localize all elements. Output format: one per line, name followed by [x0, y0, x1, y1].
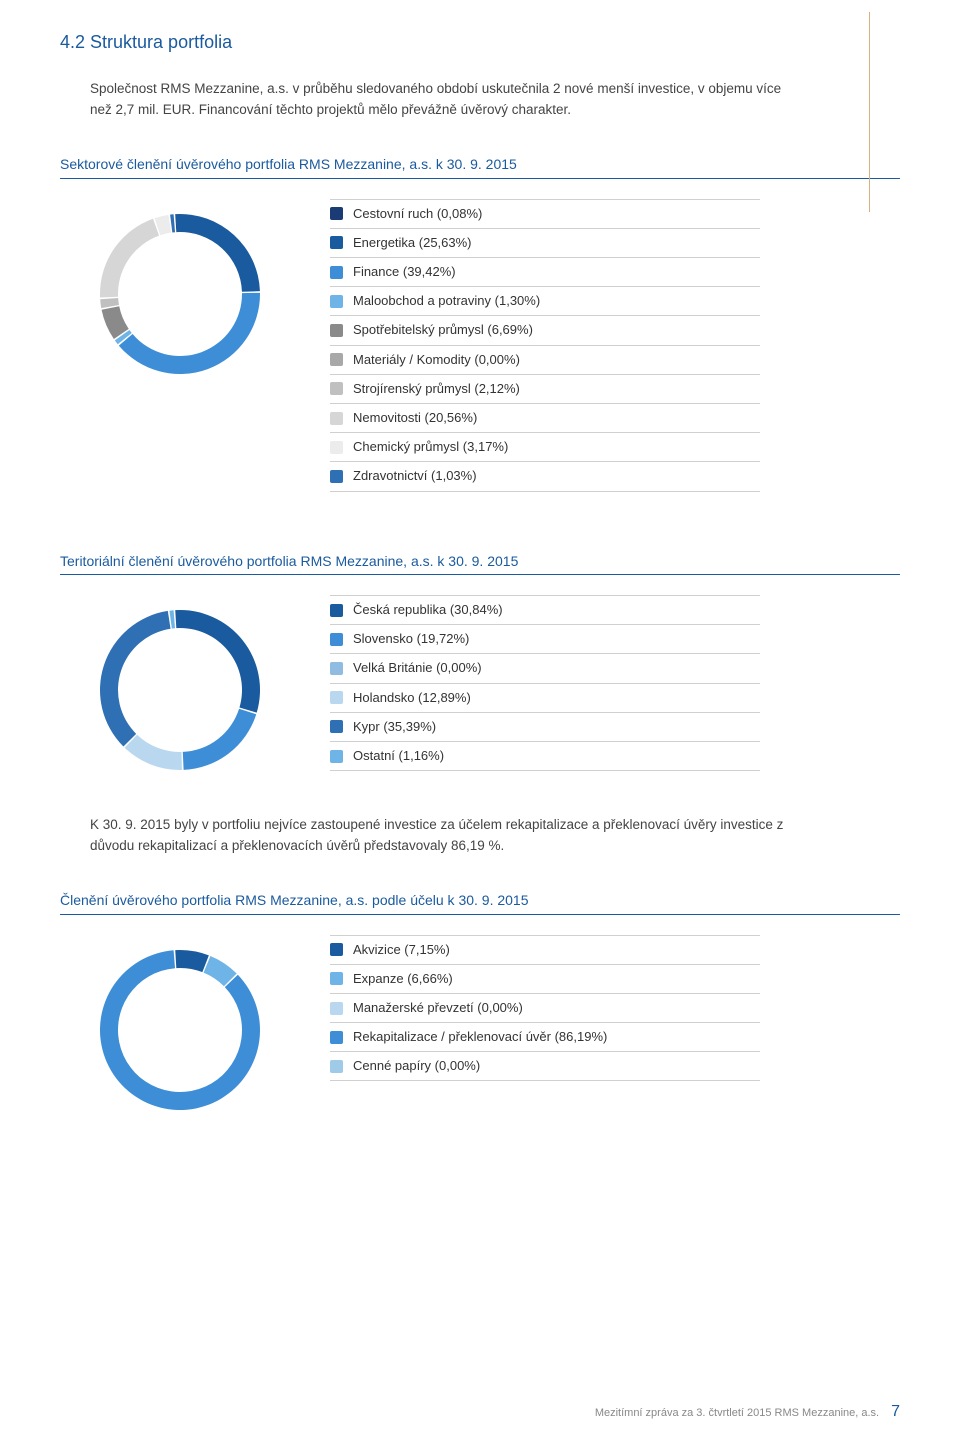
side-rule: [869, 12, 870, 212]
legend-row: Cestovní ruch (0,08%): [330, 199, 760, 229]
legend-swatch: [330, 382, 343, 395]
legend-row: Strojírenský průmysl (2,12%): [330, 375, 760, 404]
legend-row: Zdravotnictví (1,03%): [330, 462, 760, 491]
mid-paragraph: K 30. 9. 2015 byly v portfoliu nejvíce z…: [90, 815, 800, 857]
donut-slice: [100, 218, 159, 297]
legend-row: Energetika (25,63%): [330, 229, 760, 258]
legend-swatch: [330, 972, 343, 985]
territory-donut-chart: [95, 605, 265, 775]
legend-row: Chemický průmysl (3,17%): [330, 433, 760, 462]
legend-label: Expanze (6,66%): [353, 970, 453, 988]
legend-label: Rekapitalizace / překlenovací úvěr (86,1…: [353, 1028, 607, 1046]
territory-legend: Česká republika (30,84%) Slovensko (19,72…: [330, 595, 760, 771]
legend-label: Strojírenský průmysl (2,12%): [353, 380, 520, 398]
legend-swatch: [330, 324, 343, 337]
legend-swatch: [330, 1031, 343, 1044]
sector-heading: Sektorové členění úvěrového portfolia RM…: [60, 155, 900, 179]
donut-slice: [119, 292, 260, 373]
legend-row: Holandsko (12,89%): [330, 684, 760, 713]
legend-swatch: [330, 943, 343, 956]
legend-swatch: [330, 236, 343, 249]
donut-slice: [175, 950, 209, 972]
legend-swatch: [330, 353, 343, 366]
legend-row: Spotřebitelský průmysl (6,69%): [330, 316, 760, 345]
donut-slice: [125, 735, 182, 770]
legend-swatch: [330, 207, 343, 220]
legend-row: Expanze (6,66%): [330, 965, 760, 994]
donut-slice: [170, 214, 175, 232]
legend-swatch: [330, 720, 343, 733]
territory-chart-block: Česká republika (30,84%) Slovensko (19,72…: [60, 595, 900, 775]
sector-chart-block: Cestovní ruch (0,08%) Energetika (25,63%)…: [60, 199, 900, 492]
intro-paragraph: Společnost RMS Mezzanine, a.s. v průběhu…: [90, 79, 800, 121]
purpose-legend: Akvizice (7,15%) Expanze (6,66%) Manažersk…: [330, 935, 760, 1082]
legend-swatch: [330, 1060, 343, 1073]
sector-donut-chart: [95, 209, 265, 379]
legend-row: Maloobchod a potraviny (1,30%): [330, 287, 760, 316]
legend-label: Maloobchod a potraviny (1,30%): [353, 292, 540, 310]
legend-label: Spotřebitelský průmysl (6,69%): [353, 321, 533, 339]
donut-slice: [183, 709, 256, 770]
legend-label: Zdravotnictví (1,03%): [353, 467, 477, 485]
legend-row: Nemovitosti (20,56%): [330, 404, 760, 433]
purpose-chart-block: Akvizice (7,15%) Expanze (6,66%) Manažersk…: [60, 935, 900, 1115]
legend-row: Ostatní (1,16%): [330, 742, 760, 771]
territory-donut-wrap: [90, 595, 270, 775]
section-title: 4.2 Struktura portfolia: [60, 30, 900, 55]
legend-swatch: [330, 750, 343, 763]
legend-label: Nemovitosti (20,56%): [353, 409, 477, 427]
legend-label: Velká Británie (0,00%): [353, 659, 482, 677]
page-number: 7: [891, 1401, 900, 1423]
legend-row: Rekapitalizace / překlenovací úvěr (86,1…: [330, 1023, 760, 1052]
donut-slice: [100, 611, 171, 747]
legend-row: Manažerské převzetí (0,00%): [330, 994, 760, 1023]
legend-row: Česká republika (30,84%): [330, 595, 760, 625]
legend-label: Akvizice (7,15%): [353, 941, 450, 959]
legend-row: Akvizice (7,15%): [330, 935, 760, 965]
legend-swatch: [330, 412, 343, 425]
legend-swatch: [330, 691, 343, 704]
legend-row: Velká Británie (0,00%): [330, 654, 760, 683]
legend-row: Kypr (35,39%): [330, 713, 760, 742]
sector-donut-wrap: [90, 199, 270, 379]
purpose-donut-wrap: [90, 935, 270, 1115]
legend-row: Finance (39,42%): [330, 258, 760, 287]
legend-label: Česká republika (30,84%): [353, 601, 503, 619]
legend-swatch: [330, 441, 343, 454]
legend-label: Kypr (35,39%): [353, 718, 436, 736]
legend-row: Slovensko (19,72%): [330, 625, 760, 654]
legend-label: Finance (39,42%): [353, 263, 456, 281]
donut-slice: [176, 214, 260, 292]
legend-label: Holandsko (12,89%): [353, 689, 471, 707]
legend-swatch: [330, 1002, 343, 1015]
legend-label: Slovensko (19,72%): [353, 630, 469, 648]
sector-legend: Cestovní ruch (0,08%) Energetika (25,63%)…: [330, 199, 760, 492]
legend-row: Materiály / Komodity (0,00%): [330, 346, 760, 375]
donut-slice: [100, 298, 119, 308]
purpose-heading: Členění úvěrového portfolia RMS Mezzanin…: [60, 891, 900, 915]
legend-swatch: [330, 662, 343, 675]
legend-label: Cenné papíry (0,00%): [353, 1057, 480, 1075]
purpose-donut-chart: [95, 945, 265, 1115]
donut-slice: [169, 610, 175, 628]
legend-swatch: [330, 470, 343, 483]
legend-row: Cenné papíry (0,00%): [330, 1052, 760, 1081]
legend-label: Manažerské převzetí (0,00%): [353, 999, 523, 1017]
legend-label: Ostatní (1,16%): [353, 747, 444, 765]
legend-swatch: [330, 295, 343, 308]
legend-swatch: [330, 604, 343, 617]
legend-swatch: [330, 266, 343, 279]
legend-label: Energetika (25,63%): [353, 234, 472, 252]
legend-swatch: [330, 633, 343, 646]
legend-label: Materiály / Komodity (0,00%): [353, 351, 520, 369]
footer-text: Mezitímní zpráva za 3. čtvrtletí 2015 RM…: [595, 1406, 879, 1421]
donut-slice: [175, 610, 260, 713]
legend-label: Chemický průmysl (3,17%): [353, 438, 508, 456]
page: 4.2 Struktura portfolia Společnost RMS M…: [0, 0, 960, 1447]
territory-heading: Teritoriální členění úvěrového portfolia…: [60, 552, 900, 576]
page-footer: Mezitímní zpráva za 3. čtvrtletí 2015 RM…: [595, 1401, 900, 1423]
legend-label: Cestovní ruch (0,08%): [353, 205, 482, 223]
